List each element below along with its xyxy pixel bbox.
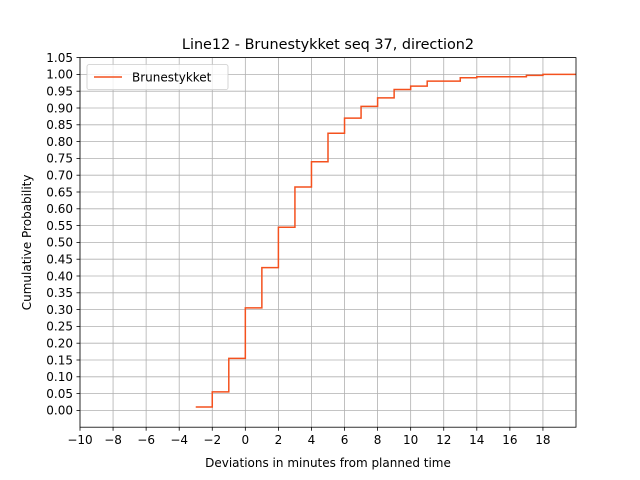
series-line-0 — [195, 73, 576, 408]
y-tick-label: 0.80 — [46, 135, 73, 149]
y-tick-label: 0.00 — [46, 404, 73, 418]
y-tick-label: 0.95 — [46, 85, 73, 99]
x-tick-label: −8 — [104, 433, 122, 447]
y-tick-label: 0.40 — [46, 269, 73, 283]
x-tick-label: 18 — [535, 433, 550, 447]
legend-box — [86, 64, 229, 90]
x-axis-label: Deviations in minutes from planned time — [205, 456, 451, 470]
x-tick-label: 14 — [469, 433, 484, 447]
x-tick-label: 16 — [502, 433, 517, 447]
x-tick-label: 2 — [275, 433, 283, 447]
x-axis: −10 −8 −6 −4 −2 0 2 4 6 8 10 12 14 16 18 — [67, 427, 551, 447]
legend-label: Brunestykket — [132, 71, 212, 85]
x-tick-label: 8 — [374, 433, 382, 447]
series-layer — [195, 73, 576, 408]
y-axis: 0.00 0.05 0.10 0.15 0.20 0.25 0.30 0.35 0.40 0.45… — [46, 51, 80, 418]
x-tick-label: −2 — [203, 433, 221, 447]
x-tick-label: 4 — [308, 433, 316, 447]
x-tick-label: 6 — [341, 433, 349, 447]
y-tick-label: 1.00 — [46, 68, 73, 82]
y-tick-label: 0.30 — [46, 303, 73, 317]
y-tick-label: 0.25 — [46, 320, 73, 334]
y-tick-label: 0.75 — [46, 152, 73, 166]
y-tick-label: 0.65 — [46, 185, 73, 199]
y-axis-label: Cumulative Probability — [20, 175, 34, 311]
x-tick-label: −4 — [170, 433, 188, 447]
y-tick-label: 0.60 — [46, 202, 73, 216]
y-tick-label: 0.10 — [46, 370, 73, 384]
x-tick-label: 10 — [403, 433, 418, 447]
y-tick-label: 0.20 — [46, 337, 73, 351]
y-tick-label: 0.50 — [46, 236, 73, 250]
y-tick-label: 1.05 — [46, 51, 73, 65]
legend: Brunestykket — [86, 64, 229, 90]
x-tick-label: −6 — [137, 433, 155, 447]
x-tick-label: −10 — [67, 433, 92, 447]
y-tick-label: 0.45 — [46, 253, 73, 267]
y-tick-label: 0.55 — [46, 219, 73, 233]
x-tick-label: 12 — [436, 433, 451, 447]
y-tick-label: 0.05 — [46, 387, 73, 401]
y-tick-label: 0.85 — [46, 118, 73, 132]
y-tick-label: 0.70 — [46, 169, 73, 183]
x-tick-label: 0 — [242, 433, 250, 447]
y-tick-label: 0.90 — [46, 101, 73, 115]
y-tick-label: 0.35 — [46, 286, 73, 300]
chart-title: Line12 - Brunestykket seq 37, direction2 — [182, 37, 474, 53]
y-tick-label: 0.15 — [46, 353, 73, 367]
